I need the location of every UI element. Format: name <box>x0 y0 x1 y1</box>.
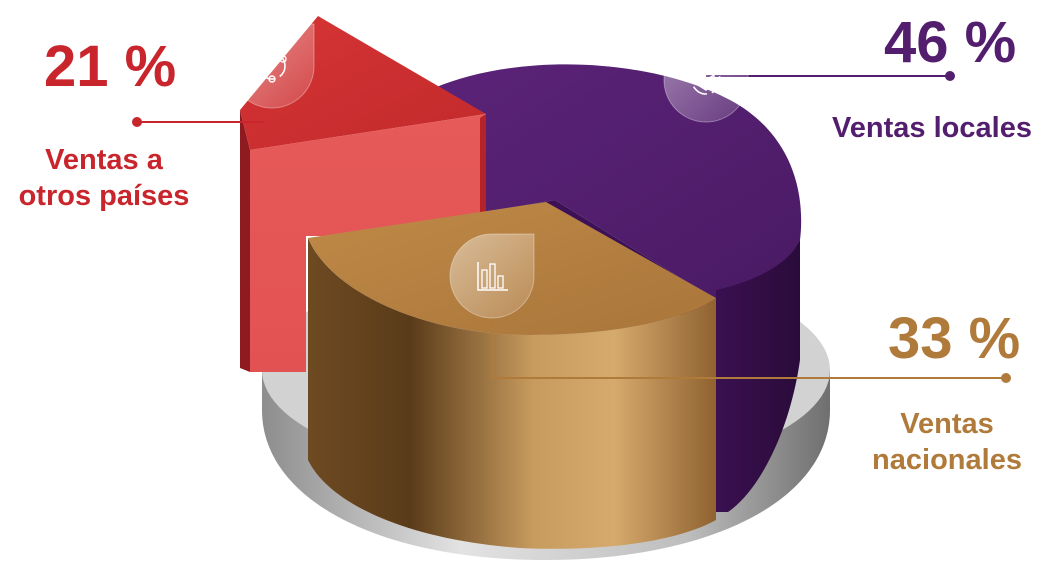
slice-name-label-line-1: Ventas a <box>45 144 163 176</box>
box-cycle-icon <box>663 37 749 123</box>
slice-name-label-locales: Ventas locales <box>832 112 1032 144</box>
slice-name-label-otros-paises: Ventas a otros países <box>14 142 194 215</box>
cycle-arrows-icon <box>229 23 315 109</box>
slice-name-label-nacionales: Ventas nacionales <box>872 408 1022 477</box>
slice-value-label-otros-paises: 21 % <box>44 34 177 99</box>
slice-name-label-line-2: otros países <box>18 180 190 213</box>
connector-lines <box>132 71 1011 383</box>
slice-value-label-locales: 46 % <box>884 10 1017 75</box>
bar-chart-icon <box>449 233 535 319</box>
slice-value-label-nacionales: 33 % <box>888 306 1021 371</box>
